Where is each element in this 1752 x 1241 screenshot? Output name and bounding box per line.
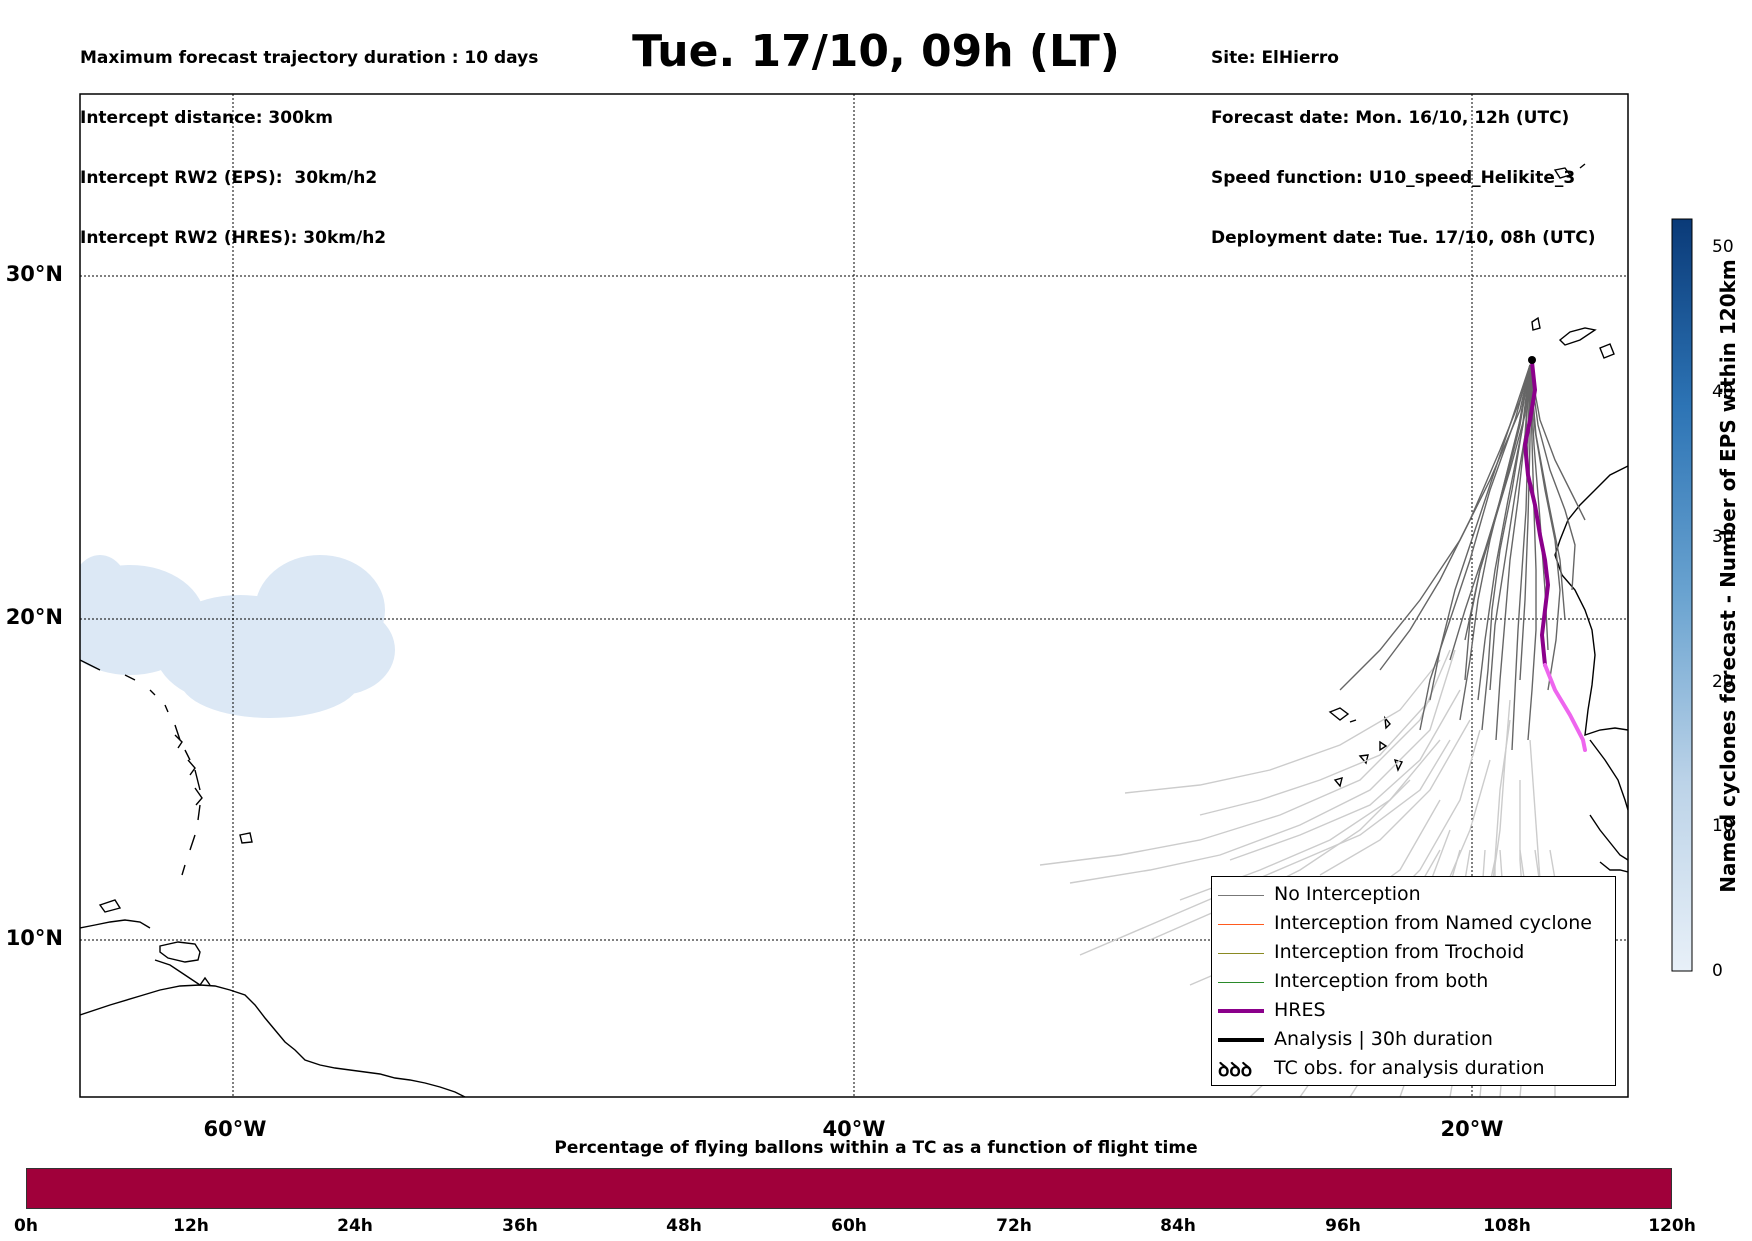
bottom-tick-48h: 48h: [666, 1216, 702, 1236]
legend-item-tc-obs: ꝺꝺꝺ TC obs. for analysis duration: [1212, 1055, 1615, 1084]
legend-item-trochoid: Interception from Trochoid: [1212, 939, 1615, 968]
africa-coast: [1554, 465, 1628, 737]
colorbar: [1671, 218, 1693, 972]
bottom-bar-title: Percentage of flying ballons within a TC…: [554, 1138, 1198, 1158]
lesser-antilles-detail: [174, 734, 203, 806]
legend-label-no-interception: No Interception: [1274, 883, 1421, 905]
header-deployment-date: Deployment date: Tue. 17/10, 08h (UTC): [1211, 228, 1596, 248]
header-left-info: Maximum forecast trajectory duration : 1…: [80, 8, 538, 268]
legend-swatch-named-cyclone: [1218, 924, 1264, 925]
legend-item-analysis: Analysis | 30h duration: [1212, 1026, 1615, 1055]
lon-label-20w: 20°W: [1440, 1117, 1504, 1141]
page-title: Tue. 17/10, 09h (LT): [632, 26, 1120, 77]
colorbar-tick-50: 50: [1712, 237, 1734, 257]
caribbean-islands: [80, 659, 201, 876]
cyclone-frequency-area: [80, 555, 395, 718]
bottom-tick-36h: 36h: [502, 1216, 538, 1236]
header-intercept-eps: Intercept RW2 (EPS): 30km/h2: [80, 168, 378, 188]
colorbar-tick-30: 30: [1712, 527, 1734, 547]
legend-swatch-analysis: [1218, 1038, 1264, 1042]
legend-swatch-trochoid: [1218, 953, 1264, 954]
colorbar-tick-0: 0: [1712, 961, 1723, 981]
bottom-tick-96h: 96h: [1325, 1216, 1361, 1236]
legend-swatch-both: [1218, 982, 1264, 983]
lat-label-20n: 20°N: [5, 605, 63, 629]
legend-item-named-cyclone: Interception from Named cyclone: [1212, 910, 1615, 939]
legend-label-analysis: Analysis | 30h duration: [1274, 1028, 1493, 1050]
west-africa-lower: [1589, 814, 1628, 861]
lon-label-60w: 60°W: [203, 1117, 267, 1141]
lon-label-40w: 40°W: [822, 1117, 886, 1141]
colorbar-title: Named cyclones forecast - Number of EPS …: [1716, 259, 1740, 893]
legend-swatch-hres: [1218, 1009, 1264, 1013]
bottom-percentage-bar: [26, 1168, 1672, 1209]
map-legend: No Interception Interception from Named …: [1211, 876, 1616, 1086]
legend-label-trochoid: Interception from Trochoid: [1274, 941, 1525, 963]
coastlines: [80, 163, 1628, 1097]
legend-label-named-cyclone: Interception from Named cyclone: [1274, 912, 1592, 934]
canary-islands: [1531, 316, 1615, 359]
bottom-tick-24h: 24h: [337, 1216, 373, 1236]
legend-swatch-no-interception: [1218, 895, 1264, 896]
header-max-duration: Maximum forecast trajectory duration : 1…: [80, 48, 539, 68]
venezuela-coast: [154, 959, 211, 986]
lat-label-30n: 30°N: [5, 262, 63, 286]
lat-label-10n: 10°N: [5, 926, 63, 950]
header-intercept-distance: Intercept distance: 300km: [80, 108, 333, 128]
bottom-tick-60h: 60h: [831, 1216, 867, 1236]
bottom-tick-0h: 0h: [14, 1216, 38, 1236]
legend-item-both: Interception from both: [1212, 968, 1615, 997]
colorbar-gradient: [1671, 218, 1693, 972]
bottom-tick-120h: 120h: [1648, 1216, 1696, 1236]
south-america-coast: [80, 984, 466, 1097]
header-right-info: Site: ElHierro Forecast date: Mon. 16/10…: [1211, 8, 1596, 268]
legend-item-no-interception: No Interception: [1212, 881, 1615, 910]
cape-verde: [1328, 707, 1404, 788]
hres-trajectory: [1522, 360, 1587, 752]
header-speed-function: Speed function: U10_speed_Helikite_3: [1211, 168, 1576, 188]
hres-trajectory-early: [1522, 360, 1551, 667]
header-forecast-date: Forecast date: Mon. 16/10, 12h (UTC): [1211, 108, 1570, 128]
africa-lower-detail: [1599, 861, 1628, 873]
legend-label-both: Interception from both: [1274, 970, 1489, 992]
tc-symbol-icon: ꝺꝺꝺ: [1218, 1059, 1253, 1081]
launch-site-marker: [1528, 356, 1536, 364]
bottom-tick-84h: 84h: [1160, 1216, 1196, 1236]
map-frame: [79, 93, 1629, 1098]
legend-item-hres: HRES: [1212, 997, 1615, 1026]
colorbar-tick-40: 40: [1712, 382, 1734, 402]
header-site: Site: ElHierro: [1211, 48, 1339, 68]
bottom-tick-72h: 72h: [996, 1216, 1032, 1236]
caribbean-coast: [80, 919, 151, 929]
hres-trajectory-late: [1543, 663, 1587, 752]
colorbar-tick-20: 20: [1712, 672, 1734, 692]
caribbean-isle-2: [98, 899, 122, 913]
eps-trajectories-early: [1339, 364, 1586, 751]
legend-label-hres: HRES: [1274, 999, 1326, 1021]
legend-label-tc-obs: TC obs. for analysis duration: [1274, 1057, 1545, 1079]
bottom-tick-108h: 108h: [1483, 1216, 1531, 1236]
madeira: [1553, 163, 1586, 179]
bottom-tick-12h: 12h: [173, 1216, 209, 1236]
colorbar-tick-10: 10: [1712, 816, 1734, 836]
header-intercept-hres: Intercept RW2 (HRES): 30km/h2: [80, 228, 387, 248]
west-africa-coast: [1589, 739, 1628, 811]
puerto-rico: [239, 832, 253, 844]
trinidad-island: [159, 941, 201, 963]
